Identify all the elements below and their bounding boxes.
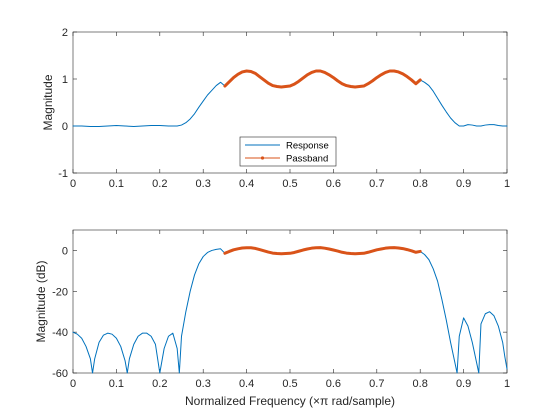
- legend-passband-marker: [260, 156, 265, 160]
- legend-box: [239, 136, 337, 167]
- magnitude-db-x-tick-label: 1: [504, 378, 510, 390]
- x-axis-label: Normalized Frequency (×π rad/sample): [185, 394, 395, 408]
- magnitude-y-tick-label: -1: [58, 168, 68, 180]
- magnitude-db-x-tick-label: 0.3: [196, 378, 211, 390]
- magnitude-x-tick-label: 0.2: [152, 178, 167, 190]
- magnitude-db-x-tick-label: 0.4: [239, 378, 254, 390]
- magnitude-x-tick-label: 0.1: [109, 178, 124, 190]
- magnitude-x-tick-label: 1: [504, 178, 510, 190]
- magnitude-x-tick-label: 0.4: [239, 178, 254, 190]
- magnitude-db-x-tick-label: 0: [70, 378, 76, 390]
- magnitude-x-tick-label: 0.9: [456, 178, 471, 190]
- legend-passband-label: Passband: [286, 154, 328, 165]
- magnitude-db-x-tick-label: 0.9: [456, 378, 471, 390]
- magnitude-y-tick-label: 0: [62, 121, 68, 133]
- magnitude-db-y-ticks: -60 -40 -20 0: [52, 245, 507, 380]
- magnitude-db-series: [72, 246, 508, 374]
- magnitude-db-x-tick-label: 0.7: [369, 378, 384, 390]
- magnitude-db-axes[interactable]: 0 0.1 0.2 0.3 0.4 0.5 0.6 0.7 0.8 0.9 1 -60-40-200…: [34, 229, 510, 408]
- magnitude-x-tick-label: 0.8: [413, 178, 428, 190]
- magnitude-db-x-tick-label: 0.1: [109, 378, 124, 390]
- magnitude-db-y-tick-label: -20: [52, 286, 68, 298]
- magnitude-series: [72, 69, 508, 127]
- magnitude-passband-line: [223, 69, 422, 89]
- magnitude-db-passband-line: [223, 246, 422, 256]
- magnitude-db-x-tick-label: 0.6: [326, 378, 341, 390]
- magnitude-db-y-tick-label: -60: [52, 368, 68, 380]
- magnitude-db-y-tick-label: 0: [62, 245, 68, 257]
- magnitude-x-tick-label: 0.7: [369, 178, 384, 190]
- magnitude-db-y-axis-label: Magnitude (dB): [34, 260, 48, 342]
- legend-response-label: Response: [286, 141, 329, 152]
- magnitude-x-tick-label: 0.5: [282, 178, 297, 190]
- magnitude-db-x-tick-label: 0.2: [152, 378, 167, 390]
- magnitude-x-tick-label: 0.3: [196, 178, 211, 190]
- magnitude-db-x-ticks: 0 0.1 0.2 0.3 0.4 0.5 0.6 0.7 0.8 0.9 1: [70, 230, 510, 390]
- legend[interactable]: Response Passband: [239, 136, 337, 167]
- magnitude-db-x-tick-label: 0.8: [413, 378, 428, 390]
- magnitude-x-tick-label: 0: [70, 178, 76, 190]
- magnitude-db-x-tick-label: 0.5: [282, 378, 297, 390]
- magnitude-db-y-tick-label: -40: [52, 327, 68, 339]
- magnitude-y-tick-label: 1: [62, 74, 68, 86]
- magnitude-y-axis-label: Magnitude: [41, 74, 55, 130]
- magnitude-x-ticks: 0 0.1 0.2 0.3 0.4 0.5 0.6 0.7 0.8 0.9 1: [70, 32, 510, 190]
- magnitude-y-tick-label: 2: [62, 27, 68, 39]
- magnitude-x-tick-label: 0.6: [326, 178, 341, 190]
